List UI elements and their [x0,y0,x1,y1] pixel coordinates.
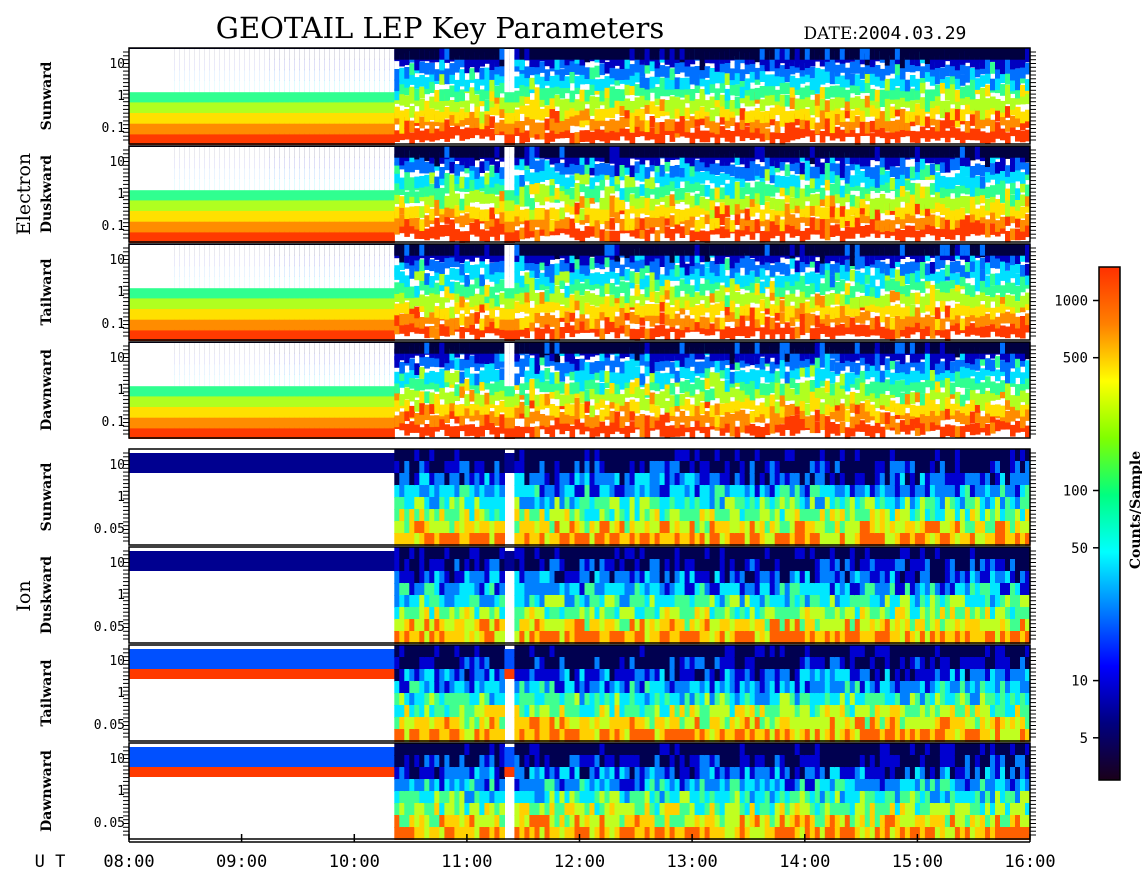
colorbar-label: Counts/Sample [1128,451,1142,569]
date-label: DATE: [804,24,858,44]
y-tick-label: 1 [117,89,125,104]
panel-direction-label: Sunward [39,462,55,531]
y-tick-label: 1 [117,383,125,398]
panel-direction-label: Duskward [39,155,55,233]
panel-frame [128,546,1031,644]
x-tick-label: 15:00 [892,852,943,872]
chart-title: GEOTAIL LEP Key Parameters [216,11,664,45]
y-tick-label: 0.05 [94,522,125,537]
x-tick-label: 13:00 [667,852,718,872]
x-axis: 08:00 09:00 10:00 11:00 12:00 13:00 14:00 15:00… [35,834,1056,872]
y-tick-label: 1 [117,686,125,701]
x-tick-label: 09:00 [216,852,267,872]
y-tick-label: 10 [109,253,125,268]
y-tick-label: 1 [117,187,125,202]
panel-ion-duskward: 10 1 0.05 Duskward [39,546,1036,644]
y-tick-label: 1 [117,285,125,300]
panel-frame [128,47,1031,145]
panel-ion-dawnward: 10 1 0.05 Dawnward [39,742,1036,840]
colorbar-tick-label: 50 [1071,541,1088,557]
x-tick-label: 12:00 [554,852,605,872]
y-tick-label: 0.05 [94,718,125,733]
x-tick-label: 16:00 [1004,852,1055,872]
x-tick-label: 08:00 [103,852,154,872]
y-tick-label: 1 [117,784,125,799]
x-tick-label: 14:00 [779,852,830,872]
panel-electron-tailward: 10 1 0.1 Tailward [39,243,1036,341]
y-tick-label: 10 [109,57,125,72]
colorbar-tick-label: 1000 [1054,294,1088,310]
panel-frame [128,448,1031,546]
date-value: 2004.03.29 [858,23,966,44]
y-tick-label: 10 [109,458,125,473]
x-axis-label: U T [35,852,66,872]
panel-ion-tailward: 10 1 0.05 Tailward [39,644,1036,742]
colorbar: 5 10 50 100 500 1000 Counts/Sample [1054,266,1142,781]
y-tick-label: 10 [109,351,125,366]
colorbar-tick-label: 10 [1071,674,1088,690]
group-labels: Electron Ion [13,153,35,612]
colorbar-tick-label: 100 [1063,484,1088,500]
colorbar-scale [1098,266,1121,781]
colorbar-ticks: 5 10 50 100 500 1000 [1054,294,1099,747]
y-tick-label: 0.05 [94,816,125,831]
y-tick-label: 0.1 [102,219,125,234]
y-tick-label: 10 [109,752,125,767]
panel-frame [128,341,1031,439]
y-tick-label: 0.1 [102,121,125,136]
y-tick-label: 1 [117,588,125,603]
y-tick-label: 0.1 [102,317,125,332]
panel-electron-dawnward: 10 1 0.1 Dawnward [39,341,1036,439]
panel-direction-label: Sunward [39,61,55,130]
panel-direction-label: Dawnward [39,349,55,431]
panel-ion-sunward: 10 1 0.05 Sunward [39,448,1036,546]
y-tick-label: 0.05 [94,620,125,635]
panel-frame [128,243,1031,341]
y-tick-label: 10 [109,155,125,170]
group-label-electron: Electron [13,153,35,235]
panel-direction-label: Dawnward [39,750,55,832]
group-label-ion: Ion [13,580,35,611]
panel-electron-duskward: 10 1 0.1 Duskward [39,145,1036,243]
y-tick-label: 10 [109,556,125,571]
panel-frame [128,145,1031,243]
panel-frame [128,644,1031,742]
panel-direction-label: Duskward [39,556,55,634]
panel-direction-label: Tailward [39,659,55,726]
x-tick-label: 11:00 [441,852,492,872]
colorbar-tick-label: 5 [1080,731,1088,747]
panel-electron-sunward: 10 1 0.1 Sunward [39,47,1036,145]
spectrogram-panels: 10 1 0.1 Sunward 10 1 0.1 Duskward 10 1 0.1 Tailwar… [39,47,1036,840]
y-tick-label: 1 [117,490,125,505]
panel-direction-label: Tailward [39,258,55,325]
x-tick-label: 10:00 [329,852,380,872]
colorbar-tick-label: 500 [1063,351,1088,367]
y-tick-label: 10 [109,654,125,669]
y-tick-label: 0.1 [102,415,125,430]
